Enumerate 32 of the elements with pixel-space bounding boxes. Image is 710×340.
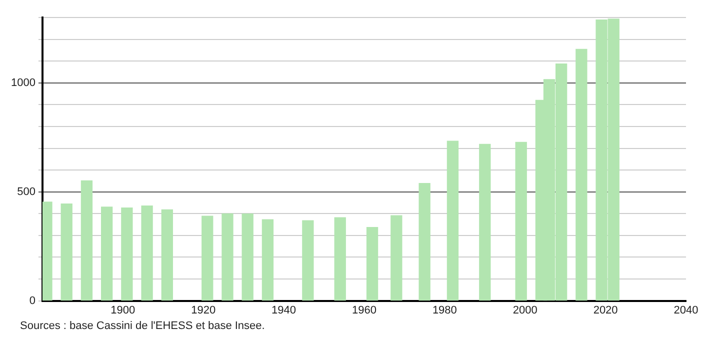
bar [515,142,527,301]
x-tick-label: 1940 [272,304,296,316]
bar [141,205,153,301]
bar [80,180,93,301]
bar [60,204,72,301]
bar [446,140,459,301]
y-tick-label: 1000 [10,76,36,89]
x-tick-label: 1920 [191,304,216,316]
bar [302,220,314,301]
x-tick-label: 1900 [110,304,136,316]
bar [121,207,133,301]
source-note: Sources : base Cassini de l'EHESS et base Insee. [20,320,266,332]
x-tick-label: 1960 [352,304,376,316]
bar [161,209,173,301]
bar [262,219,274,301]
x-tick-label: 2000 [512,304,538,316]
bar [576,48,588,301]
bar [390,215,402,301]
bar [100,206,113,301]
x-tick-label: 2020 [593,304,618,316]
y-tick-label: 500 [17,186,36,198]
bar [202,216,214,301]
bar [222,213,234,301]
bar [334,217,346,301]
bar [242,214,254,301]
bar [42,202,52,301]
y-tick-label: 0 [29,294,36,307]
x-tick-label: 1980 [432,304,457,316]
x-tick-label: 2040 [674,304,698,316]
bar [366,227,378,301]
bar [479,144,491,301]
bar [418,183,430,301]
